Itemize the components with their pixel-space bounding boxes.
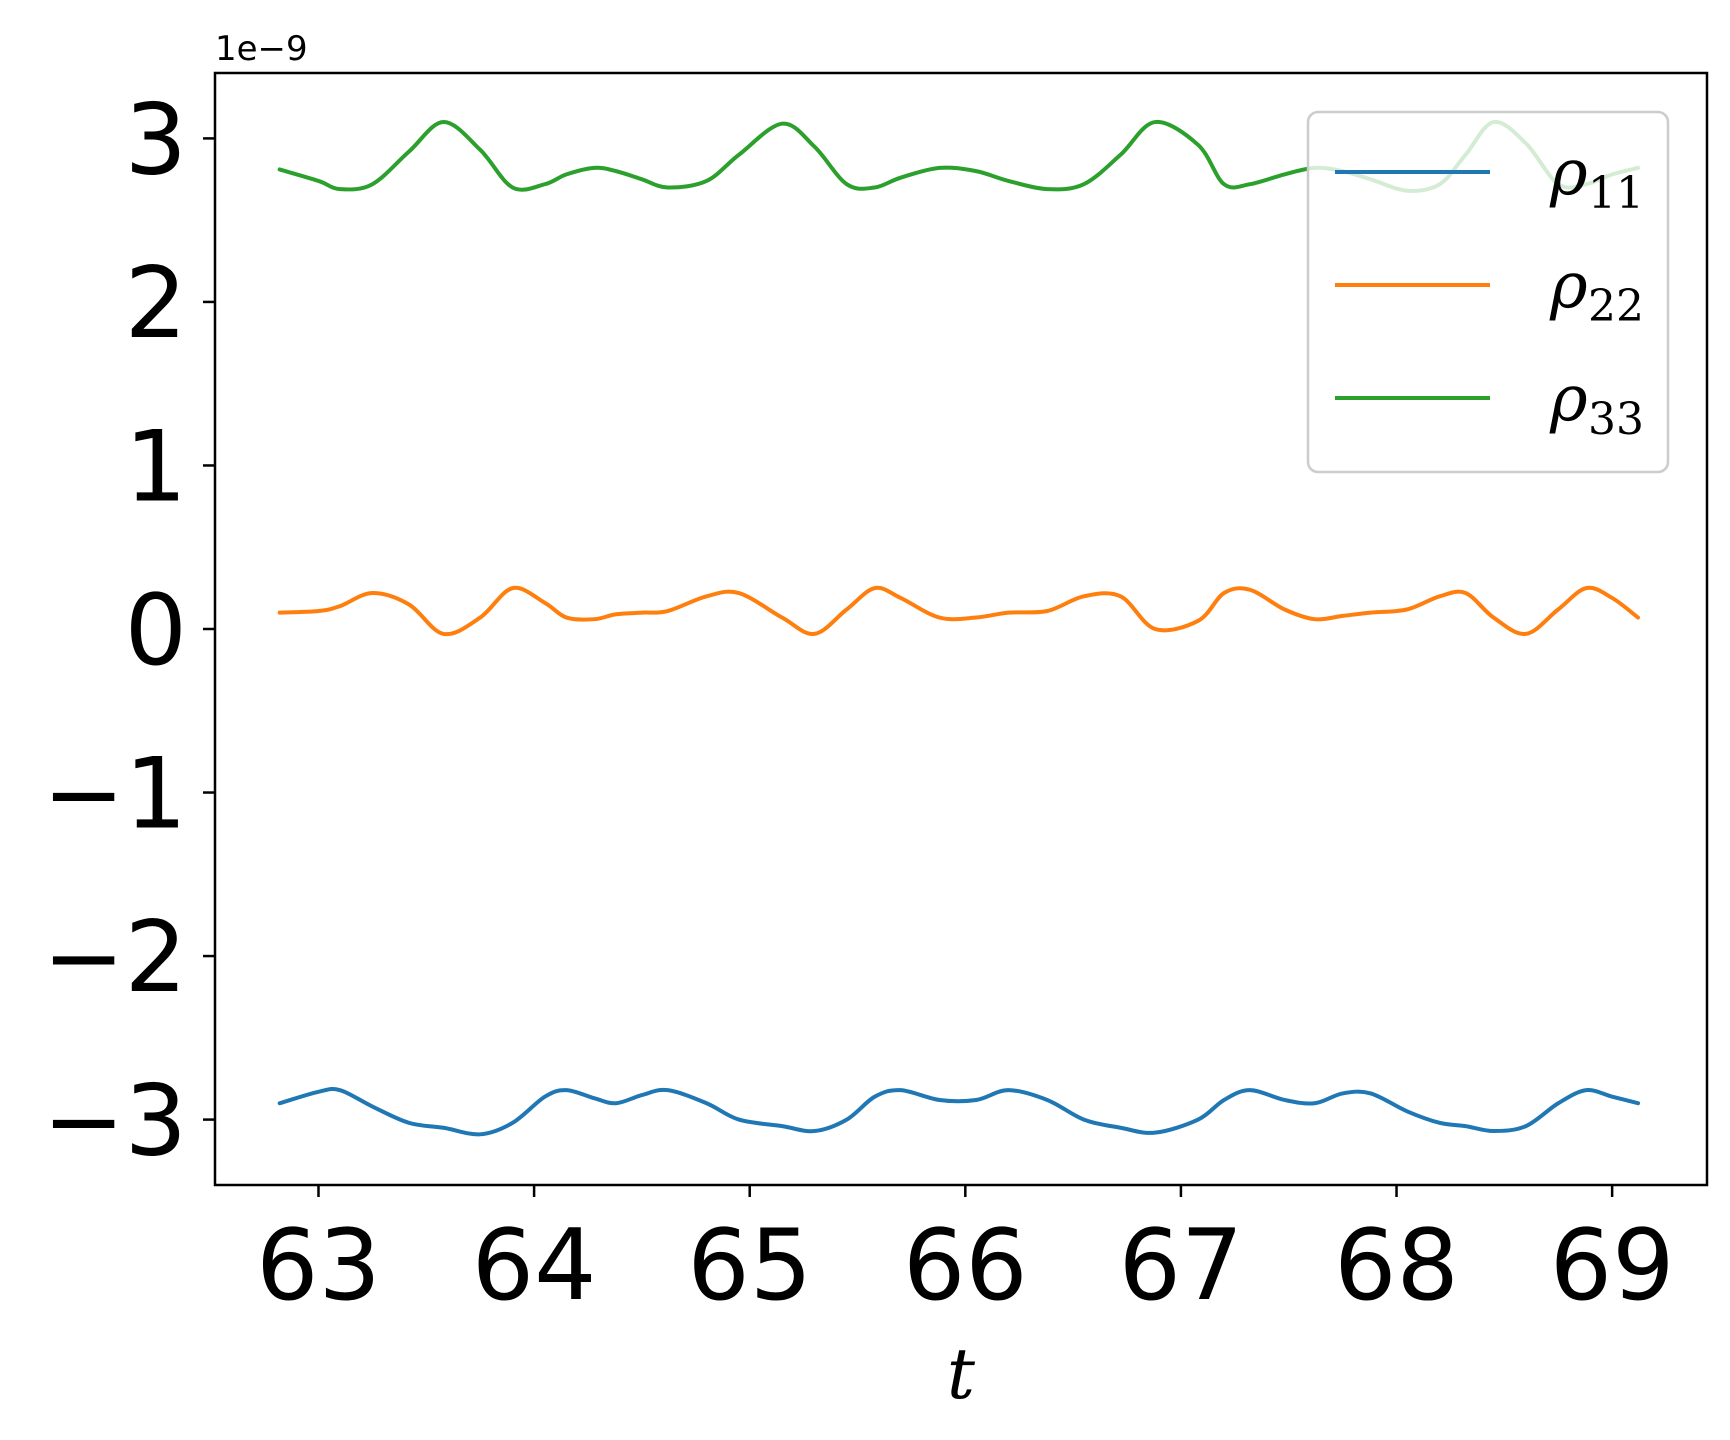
series-line-rho22 — [277, 585, 1641, 637]
legend-box — [1306, 110, 1670, 474]
y-tick-label: 0 — [125, 574, 187, 688]
x-tick-label: 66 — [903, 1209, 1028, 1323]
series-line-rho11 — [277, 1087, 1641, 1137]
y-offset-label: 1e−9 — [215, 29, 308, 69]
y-tick-label: −1 — [43, 738, 187, 852]
y-axis-ticks: −3 −2 −1 0 1 2 3 — [43, 83, 215, 1179]
legend-entries: ρ 11ρ 22ρ 33 — [1335, 136, 1644, 445]
legend: ρ 11ρ 22ρ 33 — [1306, 110, 1670, 474]
x-tick-label: 67 — [1119, 1209, 1244, 1323]
legend-label-rho11: ρ — [1549, 136, 1588, 210]
legend-label-rho33: ρ — [1549, 362, 1588, 436]
y-tick-label: 2 — [125, 247, 187, 361]
y-tick-label: 3 — [125, 83, 187, 197]
legend-label-rho22: ρ — [1549, 249, 1588, 323]
legend-subscript-rho11: 11 — [1588, 168, 1644, 219]
y-tick-label: 1 — [125, 410, 187, 524]
legend-subscript-rho33: 33 — [1588, 394, 1644, 445]
legend-subscript-rho22: 22 — [1588, 281, 1644, 332]
x-axis-label: t — [947, 1333, 976, 1415]
x-tick-label: 63 — [256, 1209, 381, 1323]
y-tick-label: −3 — [43, 1065, 187, 1179]
x-tick-label: 65 — [687, 1209, 812, 1323]
x-tick-label: 64 — [472, 1209, 597, 1323]
x-axis-ticks: 63 64 65 66 67 68 69 — [256, 1185, 1674, 1323]
y-tick-label: −2 — [43, 901, 187, 1015]
x-tick-label: 68 — [1334, 1209, 1459, 1323]
x-tick-label: 69 — [1550, 1209, 1675, 1323]
